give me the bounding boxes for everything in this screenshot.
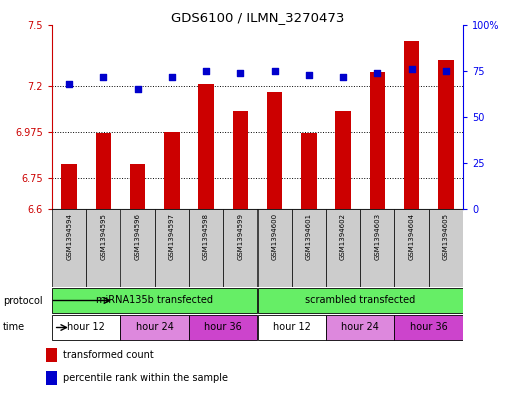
Text: GSM1394604: GSM1394604 (409, 213, 415, 260)
Bar (62, 164, 77, 209)
Text: hour 24: hour 24 (136, 322, 174, 332)
Bar (130, 164, 145, 209)
Bar (429, 209, 463, 287)
Bar (301, 133, 317, 209)
Text: GSM1394598: GSM1394598 (203, 213, 209, 260)
Text: hour 36: hour 36 (410, 322, 448, 332)
Text: scrambled transfected: scrambled transfected (305, 295, 416, 305)
Point (270, 68, 279, 74)
Text: hour 36: hour 36 (204, 322, 242, 332)
Text: time: time (3, 323, 25, 332)
Bar (258, 288, 463, 313)
Bar (199, 84, 214, 209)
Bar (121, 209, 155, 287)
Bar (95, 133, 111, 209)
Bar (121, 315, 189, 340)
Bar (292, 209, 326, 287)
Text: hour 12: hour 12 (67, 322, 105, 332)
Bar (164, 132, 180, 209)
Bar (52, 209, 86, 287)
Bar (326, 315, 394, 340)
Bar (336, 111, 351, 209)
Bar (404, 41, 419, 209)
Bar (394, 315, 463, 340)
Point (202, 68, 210, 74)
Text: GSM1394595: GSM1394595 (101, 213, 106, 260)
Text: GSM1394603: GSM1394603 (374, 213, 380, 260)
Bar (233, 111, 248, 209)
Bar (189, 315, 258, 340)
Text: GSM1394599: GSM1394599 (238, 213, 243, 260)
Text: GSM1394597: GSM1394597 (169, 213, 175, 260)
Point (133, 86, 142, 92)
Bar (86, 209, 121, 287)
Point (407, 66, 416, 72)
Bar (46, 348, 57, 362)
Bar (258, 315, 326, 340)
Bar (258, 209, 292, 287)
Point (305, 72, 313, 78)
Point (373, 70, 382, 76)
Bar (46, 371, 57, 385)
Text: hour 12: hour 12 (273, 322, 311, 332)
Bar (52, 315, 121, 340)
Bar (326, 209, 360, 287)
Text: hour 24: hour 24 (341, 322, 379, 332)
Title: GDS6100 / ILMN_3270473: GDS6100 / ILMN_3270473 (171, 11, 344, 24)
Bar (360, 209, 394, 287)
Bar (155, 209, 189, 287)
Point (168, 73, 176, 80)
Point (100, 73, 108, 80)
Bar (267, 92, 282, 209)
Point (339, 73, 347, 80)
Bar (52, 288, 258, 313)
Point (442, 68, 450, 74)
Bar (223, 209, 258, 287)
Text: GSM1394601: GSM1394601 (306, 213, 312, 260)
Text: GSM1394596: GSM1394596 (134, 213, 141, 260)
Bar (394, 209, 429, 287)
Text: transformed count: transformed count (63, 350, 154, 360)
Text: protocol: protocol (3, 296, 43, 305)
Text: GSM1394600: GSM1394600 (271, 213, 278, 260)
Bar (370, 72, 385, 209)
Text: miRNA135b transfected: miRNA135b transfected (96, 295, 213, 305)
Text: percentile rank within the sample: percentile rank within the sample (63, 373, 228, 383)
Text: GSM1394605: GSM1394605 (443, 213, 449, 260)
Bar (189, 209, 223, 287)
Point (65, 81, 73, 87)
Text: GSM1394602: GSM1394602 (340, 213, 346, 260)
Bar (438, 60, 453, 209)
Point (236, 70, 245, 76)
Text: GSM1394594: GSM1394594 (66, 213, 72, 260)
